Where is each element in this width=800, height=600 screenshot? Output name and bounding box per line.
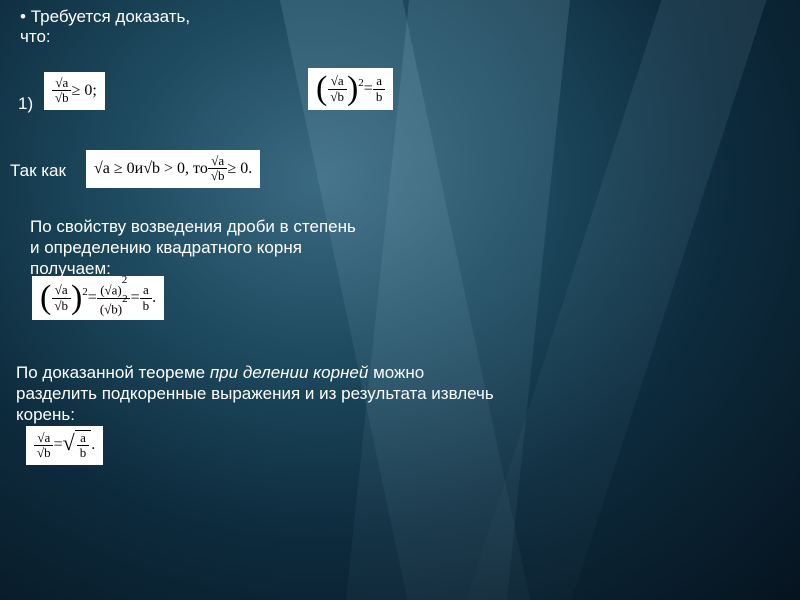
tak-kak-label: Так как bbox=[10, 160, 66, 181]
paragraph-4: разделить подкоренные выражения и из рез… bbox=[16, 383, 494, 404]
paragraph-2b: и определению квадратного корня bbox=[30, 237, 302, 258]
formula-1: √a√b ≥ 0; bbox=[44, 72, 105, 110]
heading-line2: что: bbox=[20, 26, 51, 47]
paragraph-3: По доказанной теореме при делении корней… bbox=[16, 362, 424, 383]
formula-3: √a ≥ 0 и √b > 0, то √a√b ≥ 0. bbox=[86, 150, 260, 188]
formula-4: ( √a√b )2 = (√a)2 (√b)2 = ab . bbox=[32, 276, 164, 320]
heading-line1: Требуется доказать, bbox=[20, 6, 190, 27]
paragraph-2a: По свойству возведения дроби в степень bbox=[30, 216, 356, 237]
formula-2: ( √a√b )2 = ab bbox=[308, 68, 393, 110]
formula-5: √a√b = √ ab . bbox=[26, 426, 103, 465]
paragraph-5: корень: bbox=[16, 404, 75, 425]
item-number-1: 1) bbox=[18, 93, 33, 114]
